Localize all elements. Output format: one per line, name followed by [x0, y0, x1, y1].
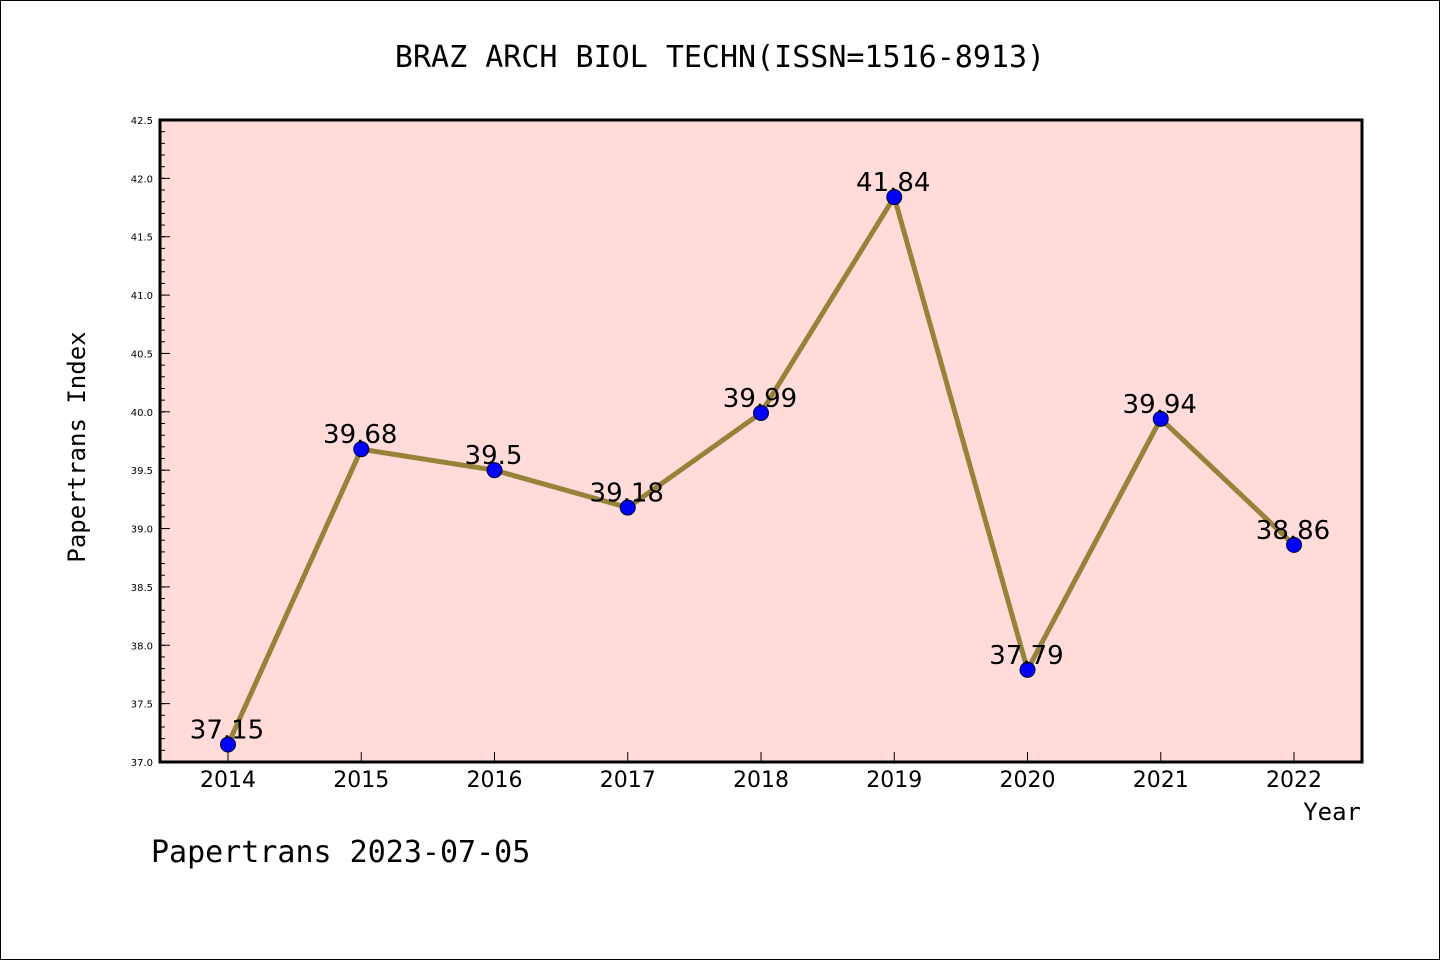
- y-axis-label: Papertrans Index: [63, 331, 91, 562]
- plot-area: [158, 118, 1364, 764]
- data-label: 37.15: [190, 715, 264, 745]
- chart-title: BRAZ ARCH BIOL TECHN(ISSN=1516-8913): [395, 40, 1045, 75]
- y-tick-label: 37.5: [131, 700, 153, 711]
- y-tick-label: 42.0: [131, 174, 153, 185]
- data-label: 38.86: [1256, 516, 1330, 546]
- series-layer: [220, 189, 1302, 753]
- y-tick-label: 41.0: [131, 291, 153, 302]
- x-tick-label: 2015: [333, 768, 389, 793]
- data-label: 39.68: [323, 420, 397, 450]
- footer-caption: Papertrans 2023-07-05: [151, 835, 531, 870]
- y-tick-label: 41.5: [131, 233, 153, 244]
- x-tick-label: 2017: [600, 768, 656, 793]
- data-label: 39.18: [590, 479, 664, 509]
- x-tick-label: 2021: [1133, 768, 1189, 793]
- data-point: [220, 736, 236, 753]
- y-axis: 37.0 37.5 38.0 38.5 39.0 39.5 40.0 40.5 41.0 41.5…: [131, 116, 170, 769]
- data-point: [353, 441, 370, 458]
- data-point: [1019, 661, 1036, 678]
- data-label: 41.84: [856, 168, 930, 198]
- y-tick-label: 39.0: [131, 525, 153, 536]
- data-label: 39.5: [465, 441, 523, 471]
- data-label: 37.79: [989, 641, 1063, 671]
- x-tick-label: 2018: [733, 768, 789, 793]
- x-tick-label: 2016: [467, 768, 523, 793]
- data-point: [619, 499, 636, 516]
- x-tick-label: 2014: [200, 768, 256, 793]
- x-tick-label: 2022: [1266, 768, 1322, 793]
- y-tick-label: 39.5: [131, 466, 153, 477]
- data-label: 39.94: [1123, 390, 1197, 420]
- x-tick-label: 2020: [1000, 768, 1056, 793]
- x-axis-label: Year: [1303, 798, 1361, 826]
- data-point: [1152, 410, 1169, 427]
- data-point: [486, 462, 503, 479]
- y-tick-label: 42.5: [131, 116, 153, 127]
- data-point: [886, 189, 903, 206]
- data-point: [753, 404, 769, 421]
- data-point: [1286, 536, 1302, 553]
- data-label-layer: 37.15 39.68 39.5 39.18 39.99 41.84 37.79 39.94 3…: [190, 168, 1330, 745]
- y-tick-label: 40.0: [131, 408, 153, 419]
- y-tick-label: 38.5: [131, 583, 153, 594]
- y-tick-label: 37.0: [131, 758, 153, 769]
- y-tick-label: 40.5: [131, 349, 153, 360]
- y-tick-label: 38.0: [131, 641, 153, 652]
- x-tick-label: 2019: [866, 768, 922, 793]
- x-axis: 2014 2015 2016 2017 2018 2019 2020 2021 2022: [200, 752, 1322, 793]
- data-label: 39.99: [723, 384, 797, 414]
